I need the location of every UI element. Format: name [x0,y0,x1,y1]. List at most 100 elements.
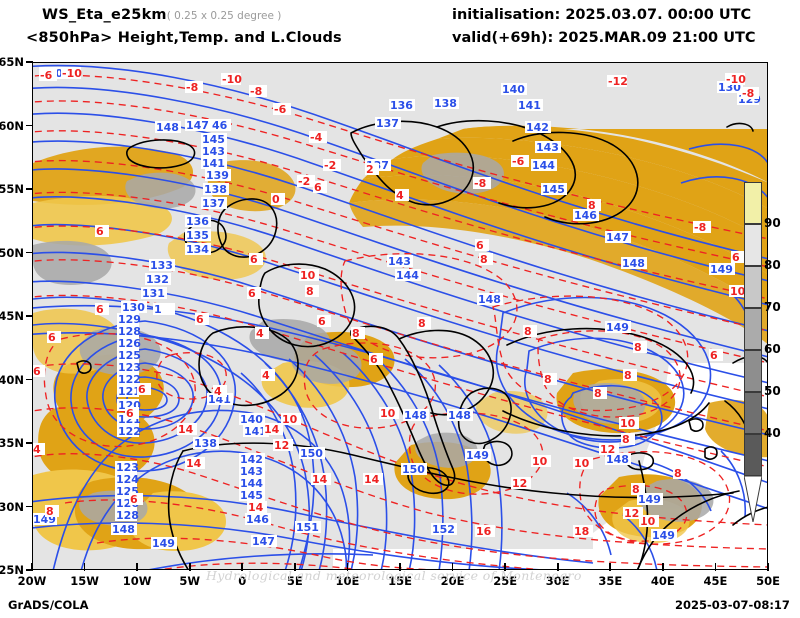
svg-text:8: 8 [624,369,632,382]
longitude-label: 35E [598,574,623,588]
colorbar-label: 50 [764,384,781,398]
svg-text:6: 6 [96,303,104,316]
svg-text:-8: -8 [694,221,706,234]
latitude-label: 65N [0,55,24,69]
longitude-label: 5W [179,574,201,588]
svg-text:149: 149 [606,321,629,334]
svg-text:146: 146 [246,513,269,526]
svg-text:136: 136 [390,99,413,112]
longitude-tick [556,563,559,571]
longitude-tick [504,563,506,571]
latitude-label: 60N [0,118,24,133]
svg-text:10: 10 [532,455,548,468]
svg-text:4: 4 [262,369,270,382]
svg-text:6: 6 [130,493,138,506]
svg-text:8: 8 [634,341,642,354]
svg-text:4: 4 [33,443,41,456]
temperature-labels: -6 -10 -10 -8 -12 -10 -8 -6 -4 -2 -2 0 [33,67,759,538]
model-title: WS_Eta_e25km( 0.25 x 0.25 degree ) [42,7,281,23]
longitude-label: 25E [493,574,518,588]
svg-text:142: 142 [526,121,549,134]
svg-text:139: 139 [206,169,229,182]
svg-text:149: 149 [152,537,175,550]
svg-text:149: 149 [638,493,661,506]
svg-text:-2: -2 [298,175,310,188]
svg-text:136: 136 [186,215,209,228]
svg-text:143: 143 [388,255,411,268]
map-header: WS_Eta_e25km( 0.25 x 0.25 degree ) <850h… [0,0,800,56]
colorbar-segment [744,392,762,434]
valid-time: valid(+69h): 2025.MAR.09 21:00 UTC [452,30,756,46]
longitude-label: 10E [335,574,360,588]
svg-text:8: 8 [632,483,640,496]
svg-text:143: 143 [240,465,263,478]
svg-text:14: 14 [264,423,280,436]
svg-text:12: 12 [512,477,527,490]
svg-text:14: 14 [248,501,264,514]
svg-text:-6: -6 [274,103,287,116]
svg-text:6: 6 [318,315,326,328]
svg-text:6: 6 [710,349,718,362]
svg-text:2: 2 [366,163,374,176]
longitude-label: 30E [545,574,570,588]
longitude-tick [188,563,191,571]
svg-text:148: 148 [156,121,179,134]
svg-text:134: 134 [186,243,209,256]
latitude-tick [26,315,33,317]
latitude-tick [26,124,33,127]
svg-text:12: 12 [600,443,615,456]
map-layers: 150 148 147 46 145 143 141 139 138 137 1… [33,63,767,569]
longitude-tick [399,563,401,571]
longitude-tick [767,563,769,571]
svg-text:6: 6 [138,383,146,396]
colorbar-segment [744,308,762,350]
colorbar-arrow-icon [743,475,763,523]
svg-text:132: 132 [146,273,169,286]
latitude-tick [26,188,33,190]
svg-text:137: 137 [376,117,399,130]
svg-text:-6: -6 [512,155,525,168]
colorbar-label: 70 [764,300,781,314]
svg-text:148: 148 [478,293,501,306]
svg-text:6: 6 [48,331,56,344]
svg-text:6: 6 [476,239,484,252]
latitude-tick [26,569,33,571]
longitude-label: 0 [238,574,247,588]
svg-text:10: 10 [574,457,590,470]
svg-text:6: 6 [314,181,322,194]
svg-text:10: 10 [282,413,298,426]
svg-text:-8: -8 [250,85,262,98]
svg-text:6: 6 [126,407,134,420]
svg-text:144: 144 [532,159,555,172]
svg-text:144: 144 [240,477,263,490]
svg-text:14: 14 [178,423,194,436]
svg-text:145: 145 [542,183,565,196]
svg-text:145: 145 [202,133,225,146]
svg-text:14: 14 [186,457,202,470]
svg-text:137: 137 [202,197,225,210]
render-timestamp: 2025-03-07-08:17 [675,598,790,612]
svg-text:121: 121 [118,385,141,398]
svg-text:10: 10 [640,515,656,528]
svg-text:122: 122 [118,425,141,438]
svg-text:8: 8 [588,199,596,212]
svg-text:8: 8 [418,317,426,330]
colorbar-segment [744,434,762,476]
svg-text:148: 148 [448,409,471,422]
colorbar-label: 90 [764,216,781,230]
svg-text:8: 8 [352,327,360,340]
coastlines [76,120,767,569]
svg-text:4: 4 [256,327,264,340]
svg-text:143: 143 [202,145,225,158]
svg-text:46: 46 [212,119,228,132]
longitude-tick [31,563,33,571]
svg-text:149: 149 [652,529,675,542]
svg-text:8: 8 [544,373,552,386]
svg-text:124: 124 [116,473,139,486]
svg-text:147: 147 [252,535,275,548]
longitude-tick [83,563,86,571]
svg-text:10: 10 [620,417,636,430]
longitude-tick [662,563,664,571]
svg-text:147: 147 [186,119,209,132]
